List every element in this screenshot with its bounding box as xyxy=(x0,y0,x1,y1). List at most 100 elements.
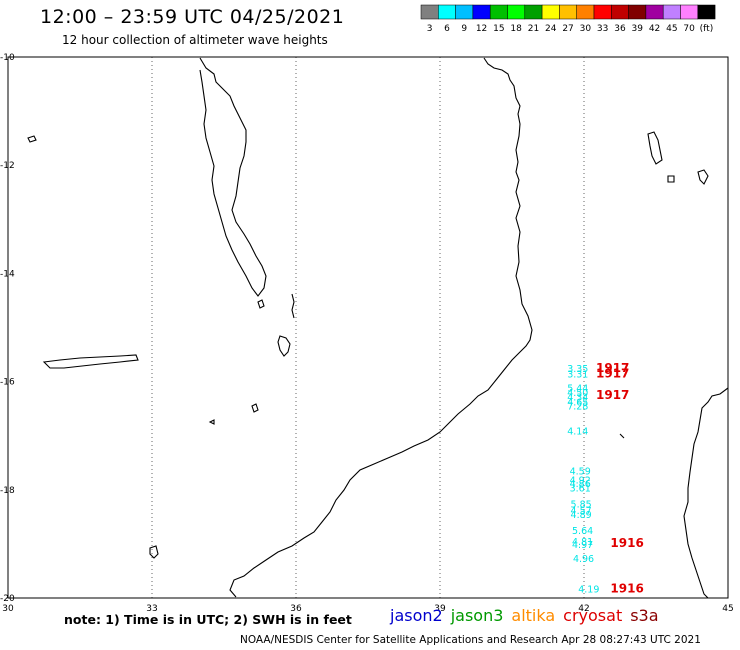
lon-tick-label: 45 xyxy=(722,604,733,614)
legend-label: 30 xyxy=(580,24,592,34)
satellite-name-jason2: jason2 xyxy=(390,606,443,625)
legend-swatch xyxy=(593,4,612,20)
legend-label: 70 xyxy=(683,24,695,34)
swh-value-label: 3.35 xyxy=(567,364,588,375)
map-frame xyxy=(7,56,729,599)
anjouan-island xyxy=(697,169,709,185)
map-subtitle: 12 hour collection of altimeter wave hei… xyxy=(62,33,328,47)
swh-value-label: 4.81 xyxy=(572,537,593,548)
swh-value-label: 4.34 xyxy=(567,393,588,404)
lat-tick-label: -18 xyxy=(0,486,15,496)
legend-label: 39 xyxy=(632,24,644,34)
credit-line: NOAA/NESDIS Center for Satellite Applica… xyxy=(240,634,701,646)
coastlines xyxy=(27,57,729,599)
swh-value-label: 4.57 xyxy=(571,506,592,517)
swh-value-label: 4.59 xyxy=(570,467,591,478)
lon-tick-label: 42 xyxy=(578,604,589,614)
legend-swatch xyxy=(489,4,508,20)
legend-swatch xyxy=(680,4,699,20)
moheli-island xyxy=(667,175,675,183)
lake-bangweulu-shoreline xyxy=(42,354,139,369)
river-segment xyxy=(291,293,295,319)
swh-value-label: 3.61 xyxy=(570,483,591,494)
legend-label: 9 xyxy=(461,24,467,34)
islet-south xyxy=(149,545,159,559)
legend-swatch xyxy=(420,4,439,20)
legend-label: 21 xyxy=(528,24,539,34)
legend-swatch xyxy=(524,4,543,20)
swh-value-label: 4.92 xyxy=(570,475,591,486)
legend-label: 33 xyxy=(597,24,608,34)
lat-tick-label: -20 xyxy=(0,594,15,604)
pass-number-label: 1917 xyxy=(596,361,629,375)
swh-value-label: 4.19 xyxy=(578,585,599,596)
swh-value-label: 7.28 xyxy=(567,402,588,413)
lake-chilwa-shoreline xyxy=(277,335,291,357)
graticule xyxy=(151,57,585,598)
satellite-name-jason3: jason3 xyxy=(450,606,504,625)
legend-swatch xyxy=(541,4,560,20)
pass-number-label: 1917 xyxy=(596,388,629,402)
lon-tick-label: 36 xyxy=(290,604,302,614)
satellite-key: jason2 jason3 altika cryosat s3a xyxy=(390,606,667,625)
map-title: 12:00 – 23:59 UTC 04/25/2021 xyxy=(40,6,345,28)
swh-value-label: 4.50 xyxy=(567,388,588,399)
lat-tick-label: -14 xyxy=(0,269,15,279)
swh-value-label: 4.65 xyxy=(567,397,588,408)
swh-value-label: 4.89 xyxy=(571,510,592,521)
legend-swatch xyxy=(455,4,474,20)
legend-swatch xyxy=(662,4,681,20)
legend-label: 3 xyxy=(427,24,433,34)
lat-tick-label: -16 xyxy=(0,378,15,388)
legend-swatch xyxy=(507,4,526,20)
madagascar-coastline xyxy=(683,387,729,599)
lon-tick-label: 39 xyxy=(434,604,446,614)
mozambique-coastline xyxy=(229,57,533,598)
satellite-name-altika: altika xyxy=(511,606,556,625)
legend-label: 27 xyxy=(562,24,573,34)
satellite-name-s3a: s3a xyxy=(630,606,659,625)
legend-label: 6 xyxy=(444,24,450,34)
swh-value-label: 5.44 xyxy=(567,383,588,394)
pass-number-label: 1916 xyxy=(610,536,643,550)
swh-value-label: 4.96 xyxy=(573,554,594,565)
legend-swatch xyxy=(576,4,595,20)
satellite-name-cryosat: cryosat xyxy=(563,606,623,625)
legend-swatch xyxy=(611,4,629,20)
lon-tick-label: 30 xyxy=(2,604,14,614)
legend-label: 12 xyxy=(476,24,487,34)
legend-swatch xyxy=(438,4,456,20)
lat-tick-label: -12 xyxy=(0,161,15,171)
legend-swatch xyxy=(645,4,664,20)
swh-value-label: 4.97 xyxy=(572,540,593,551)
grande-comore-island xyxy=(647,131,663,165)
swh-color-legend: 3 6 9 12 15 18 21 24 27 30 33 36 39 42 45 70 (ft) xyxy=(420,4,716,34)
units-note: note: 1) Time is in UTC; 2) SWH is in fe… xyxy=(64,612,352,627)
swh-value-label: 5.85 xyxy=(571,500,592,511)
islet-east xyxy=(619,433,625,439)
lake-malawi-shoreline xyxy=(199,57,267,297)
swh-value-label: 4.86 xyxy=(570,479,591,490)
islet-north-west xyxy=(27,135,37,143)
lat-tick-label: -10 xyxy=(0,53,15,63)
legend-label: 18 xyxy=(510,24,522,34)
pass-number-label: 1916 xyxy=(610,582,643,596)
legend-swatch xyxy=(697,4,716,20)
legend-label: 24 xyxy=(545,24,557,34)
lake-shore-islet xyxy=(257,299,265,309)
lon-tick-label: 33 xyxy=(146,604,157,614)
legend-label: 15 xyxy=(493,24,504,34)
legend-swatch xyxy=(628,4,647,20)
legend-label: 45 xyxy=(666,24,677,34)
swh-observations: 3.353.31 5.444.504.344.657.28 4.14 4.594.92… xyxy=(567,364,599,596)
legend-swatch xyxy=(559,4,577,20)
legend-label: 36 xyxy=(614,24,626,34)
legend-label: (ft) xyxy=(700,24,714,34)
swh-value-label: 3.31 xyxy=(567,369,588,380)
islet-zambezi xyxy=(251,403,259,413)
legend-label: 42 xyxy=(649,24,660,34)
swh-value-label: 4.14 xyxy=(567,427,588,438)
